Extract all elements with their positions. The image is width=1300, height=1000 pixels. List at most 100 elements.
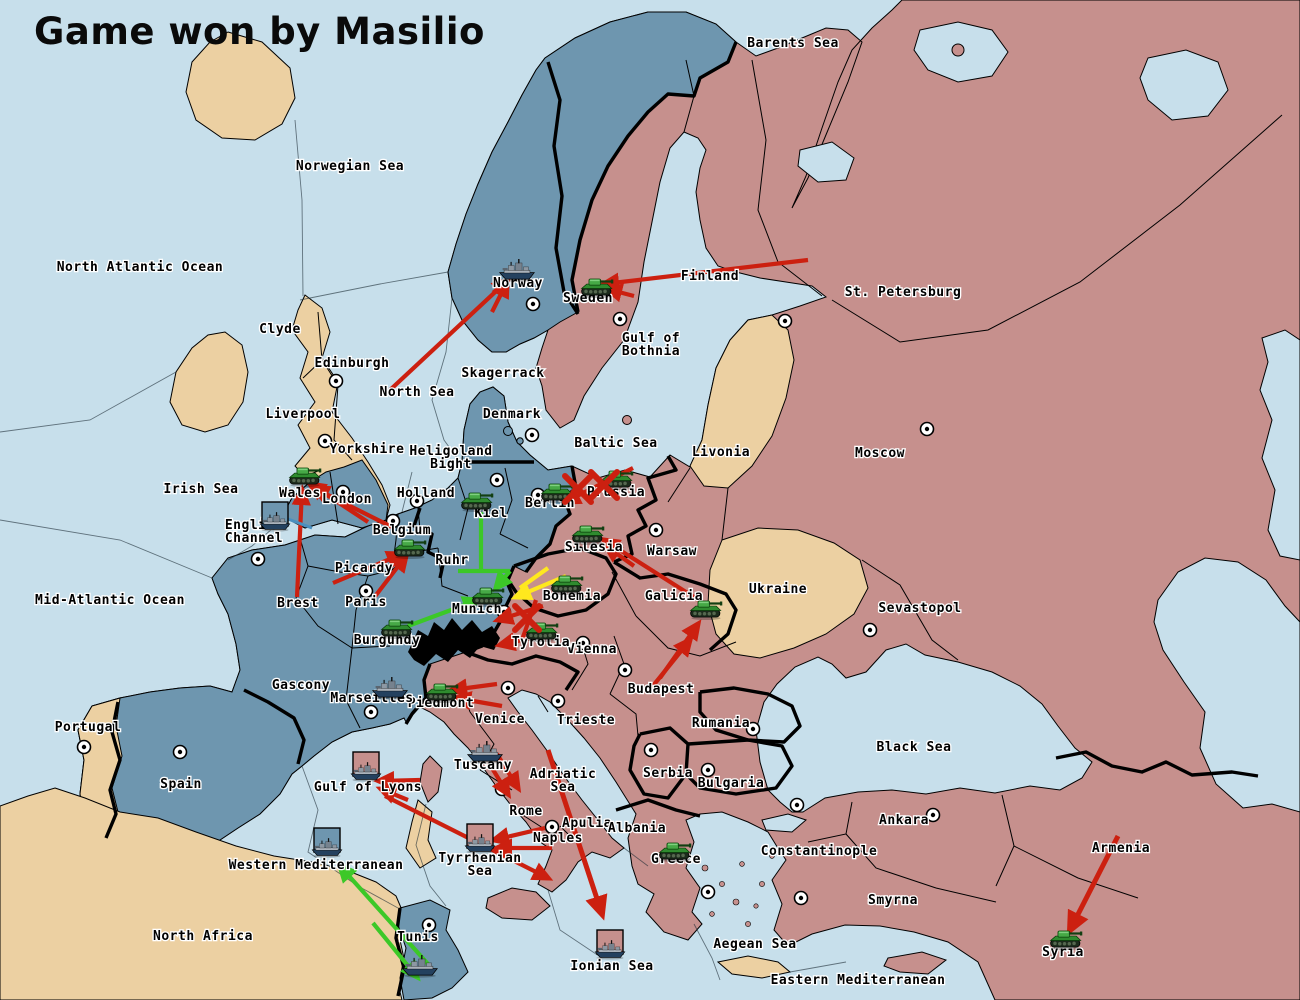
region-label-london: London <box>322 492 372 507</box>
landmass-iceland <box>185 31 296 141</box>
supply-center-edinburgh <box>328 373 344 389</box>
region-label-constantinople: Constantinople <box>761 844 878 859</box>
sea-label-ionian-sea: Ionian Sea <box>570 959 653 974</box>
supply-center-warsaw <box>648 522 664 538</box>
sea-label-western-mediterranean: Western Mediterranean <box>229 858 404 873</box>
region-label-naples: Naples <box>533 831 583 846</box>
region-label-albania: Albania <box>608 821 666 836</box>
sea-label-mid-atlantic-ocean: Mid-Atlantic Ocean <box>35 593 185 608</box>
island-corsica <box>419 755 443 803</box>
region-label-ankara: Ankara <box>879 813 929 828</box>
sea-caspian <box>1153 557 1300 813</box>
region-label-north-africa: North Africa <box>153 929 253 944</box>
sea-label-barents-sea: Barents Sea <box>747 36 839 51</box>
sea-label-tyrrhenian-sea: Tyrrhenian Sea <box>438 851 521 879</box>
order-arrow-red <box>601 542 636 568</box>
supply-center-sevastopol <box>862 622 878 638</box>
region-label-moscow: Moscow <box>855 446 905 461</box>
order-arrow-pointer <box>287 517 313 530</box>
lake-northeast <box>1139 49 1229 121</box>
sea-black-sea <box>755 643 1093 813</box>
island-in-lake <box>951 43 965 57</box>
island-gotland <box>622 415 632 425</box>
region-label-piedmont: Piedmont <box>408 696 475 711</box>
supply-center-spain <box>172 744 188 760</box>
sea-label-norwegian-sea: Norwegian Sea <box>296 159 404 174</box>
order-arrow-yellow <box>518 566 550 590</box>
region-label-sevastopol: Sevastopol <box>878 601 961 616</box>
region-label-venice: Venice <box>475 712 525 727</box>
region-label-tunis: Tunis <box>397 930 439 945</box>
landmass-ireland <box>169 331 249 433</box>
sea-label-north-sea: North Sea <box>380 385 455 400</box>
region-label-warsaw: Warsaw <box>647 544 697 559</box>
sea-label-black-sea: Black Sea <box>877 740 952 755</box>
supply-center-bulgaria <box>700 762 716 778</box>
order-arrow-red <box>371 551 410 601</box>
region-label-trieste: Trieste <box>557 713 615 728</box>
landmass-north-africa <box>0 787 407 1000</box>
order-arrow-red <box>388 275 513 392</box>
order-arrow-red <box>488 825 546 846</box>
supply-center-vienna <box>575 635 591 651</box>
unit-fleet-tyrrhenian-sea <box>464 823 496 854</box>
sea-label-adriatic-sea: Adriatic Sea <box>530 767 597 795</box>
page-title: Game won by Masilio <box>34 10 485 53</box>
supply-center-marseilles <box>363 704 379 720</box>
order-arrow-red <box>490 276 510 313</box>
supply-center-constantinople <box>789 797 805 813</box>
thick-borders-layer <box>104 41 1259 997</box>
region-label-spain: Spain <box>160 777 202 792</box>
order-arrow-yellow <box>510 574 567 601</box>
order-arrow-red <box>446 678 498 698</box>
sea-label-heligoland-bight: Heligoland Bight <box>409 444 492 472</box>
order-arrow-red <box>601 283 635 303</box>
region-label-holland: Holland <box>397 486 455 501</box>
region-label-livonia: Livonia <box>692 445 750 460</box>
supply-center-portugal <box>76 739 92 755</box>
unit-fleet-english-channel <box>259 501 291 532</box>
supply-center-moscow <box>919 421 935 437</box>
units-layer <box>259 259 1083 978</box>
battle-marks-layer <box>512 469 620 633</box>
supply-center-brest <box>250 551 266 567</box>
region-switzerland-impassable <box>408 618 500 666</box>
sea-volga-arm <box>1259 329 1300 561</box>
region-label-portugal: Portugal <box>55 720 122 735</box>
region-label-liverpool: Liverpool <box>266 407 341 422</box>
region-label-budapest: Budapest <box>628 682 695 697</box>
order-arrow-red <box>373 770 421 791</box>
supply-center-rumania <box>745 721 761 737</box>
supply-center-london <box>335 484 351 500</box>
supply-center-liverpool <box>317 433 333 449</box>
order-arrow-red <box>450 691 503 711</box>
supply-center-serbia <box>643 742 659 758</box>
region-label-smyrna: Smyrna <box>868 893 918 908</box>
supply-center-sweden <box>612 311 628 327</box>
sea-label-north-atlantic-ocean: North Atlantic Ocean <box>57 260 224 275</box>
order-arrow-red <box>1066 834 1121 937</box>
region-label-ruhr: Ruhr <box>435 553 468 568</box>
order-arrow-red <box>308 485 395 530</box>
region-label-serbia: Serbia <box>643 766 693 781</box>
region-label-rumania: Rumania <box>692 716 750 731</box>
supply-center-trieste <box>550 693 566 709</box>
sea-label-gulf-of-lyons: Gulf of Lyons <box>314 780 422 795</box>
region-label-vienna: Vienna <box>567 642 617 657</box>
battle-x-mark <box>512 603 542 633</box>
region-label-paris: Paris <box>345 595 387 610</box>
region-label-gascony: Gascony <box>272 678 330 693</box>
supply-center-paris <box>358 583 374 599</box>
order-arrow-green <box>336 861 430 966</box>
region-label-clyde: Clyde <box>259 322 301 337</box>
island-sicily <box>485 887 551 921</box>
order-arrow-red <box>545 749 608 921</box>
unit-fleet-gulf-of-lyons <box>350 751 382 782</box>
sea-label-eastern-mediterranean: Eastern Mediterranean <box>771 973 946 988</box>
region-label-tyrolia: Tyrolia <box>512 635 570 650</box>
sea-label-irish-sea: Irish Sea <box>164 482 239 497</box>
supply-center-smyrna <box>793 890 809 906</box>
order-arrow-red <box>375 785 409 804</box>
region-label-apulia: Apulia <box>562 816 612 831</box>
